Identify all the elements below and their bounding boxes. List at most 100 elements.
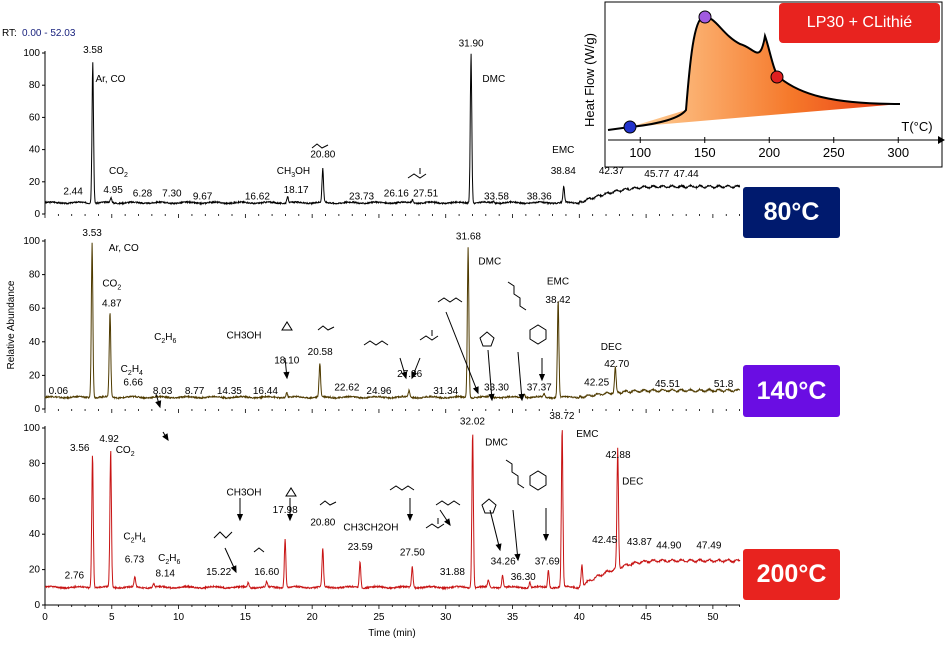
peak-label: 6.28 [133, 188, 153, 199]
arrow-head [472, 386, 479, 395]
trace-line [44, 430, 741, 591]
inset-x-label: T(°C) [901, 119, 932, 134]
molecule-sketch [253, 547, 265, 553]
rt-value: 0.00 - 52.03 [22, 28, 76, 39]
peak-label: 31.88 [440, 567, 465, 578]
y-tick-label: 60 [29, 303, 41, 314]
arrow-line [517, 351, 523, 401]
peak-label: 47.44 [674, 169, 699, 180]
x-tick-label: 25 [373, 612, 385, 623]
peak-label: 38.36 [527, 192, 552, 203]
arrow-head [236, 514, 244, 522]
arrow-head [495, 543, 502, 552]
molecule-sketch [507, 281, 527, 311]
y-tick-label: 0 [34, 600, 40, 611]
peak-label: EMC [547, 277, 569, 288]
peak-label: 44.90 [656, 540, 681, 551]
y-tick-label: 20 [29, 177, 41, 188]
end-marker [770, 70, 784, 84]
peak-label: 36.30 [511, 572, 536, 583]
panel-0: 0 20 40 60 80 100 3.58 Ar, CO CO2 2.44 4.95 6.28 7.3… [23, 39, 741, 220]
x-tick-label: 40 [574, 612, 586, 623]
peak-label: Ar, CO [109, 243, 139, 254]
peak-label: 3.56 [70, 443, 90, 454]
molecule-sketch [419, 330, 439, 341]
peak-label: 27.51 [413, 188, 438, 199]
y-tick-label: 80 [29, 458, 41, 469]
peak-label: CO2 [102, 278, 121, 291]
badge-140c: 140°C [743, 365, 840, 417]
peak-label: 16.60 [254, 567, 279, 578]
dsc-curve [607, 15, 901, 131]
peak-label: 38.42 [545, 295, 570, 306]
peak-label: Ar, CO [95, 74, 125, 85]
peak-label: 34.26 [491, 556, 516, 567]
peak-label: 42.45 [592, 535, 617, 546]
peak-label: 7.30 [162, 188, 182, 199]
peak-label: EMC [552, 145, 574, 156]
peak-label: C2H6 [154, 332, 176, 345]
arrow-line [512, 509, 519, 561]
arrow-head [514, 553, 521, 562]
peak-label: 37.69 [535, 556, 560, 567]
arrow-head [444, 518, 451, 527]
y-tick-label: 100 [23, 423, 40, 434]
arrow-line [489, 509, 501, 551]
y-tick-label: 0 [34, 209, 40, 220]
peak-label: 33.30 [484, 383, 509, 394]
peak-label: DEC [601, 342, 622, 353]
peak-label: 23.73 [349, 192, 374, 203]
peak-label: 2.76 [65, 570, 85, 581]
peak-label: 4.95 [103, 185, 123, 196]
peak-label: 8.77 [185, 386, 205, 397]
inset-x-tick-label: 200 [758, 145, 780, 160]
peak-label: 33.58 [484, 192, 509, 203]
peak-label: 20.58 [308, 347, 333, 358]
molecule-sketch [479, 331, 495, 347]
peak-label: CH3OH [227, 330, 262, 341]
peak-label: CH3OH [277, 166, 310, 179]
peak-label: 27.26 [397, 369, 422, 380]
y-tick-label: 100 [23, 236, 40, 247]
arrow-head [488, 393, 495, 402]
badge-80c: 80°C [743, 187, 840, 238]
peak-label: 51.8 [714, 379, 734, 390]
peak-label: 38.84 [551, 166, 576, 177]
peak-label: 23.59 [348, 542, 373, 553]
y-tick-label: 20 [29, 370, 41, 381]
inset-x-arrow [938, 136, 945, 144]
inset-y-label: Heat Flow (W/g) [582, 33, 597, 127]
peak-label: 16.44 [253, 386, 278, 397]
peak-label: 2.44 [63, 187, 83, 198]
molecule-sketch [529, 470, 547, 491]
peak-label: DEC [622, 477, 643, 488]
peak-label: C2H4 [123, 532, 145, 545]
peak-label: 45.51 [655, 379, 680, 390]
peak-marker [698, 10, 712, 24]
x-tick-label: 50 [707, 612, 719, 623]
arrow-head [230, 565, 237, 574]
peak-label: 6.66 [123, 377, 143, 388]
peak-label: 4.87 [102, 299, 122, 310]
y-tick-label: 80 [29, 270, 41, 281]
arrow-head [406, 514, 414, 522]
peak-label: 4.92 [99, 434, 119, 445]
peak-label: 42.88 [606, 450, 631, 461]
molecule-sketch [437, 297, 463, 303]
x-tick-label: 30 [440, 612, 452, 623]
peak-label: 42.25 [584, 377, 609, 388]
arrow-head [538, 374, 546, 382]
molecule-sketch [435, 500, 461, 506]
panel-2: 0 20 40 60 80 100 0 5 10 15 20 25 30 35 40 45 50 3.56 4.92… [23, 411, 741, 623]
x-axis-label: Time (min) [368, 628, 415, 639]
peak-label: DMC [482, 74, 505, 85]
peak-label: 42.70 [604, 359, 629, 370]
peak-label: 8.14 [155, 569, 175, 580]
arrow-head [162, 433, 169, 442]
peak-label: 38.72 [549, 411, 574, 422]
y-tick-label: 40 [29, 337, 41, 348]
arrow-line [487, 349, 493, 401]
molecule-sketch [407, 168, 427, 179]
peak-label: CH3OH [227, 487, 262, 498]
molecule-sketch [389, 485, 415, 491]
